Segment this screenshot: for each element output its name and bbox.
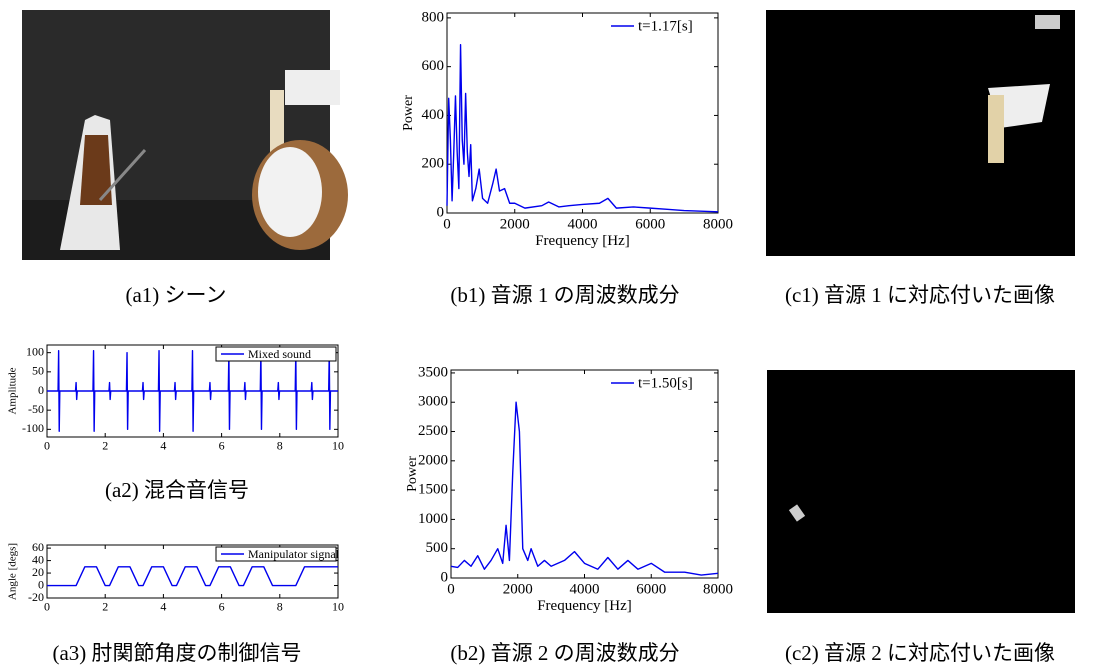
y-tick-label: -50 [28,402,44,416]
caption: (a1) シーン [125,283,226,307]
x-tick-label: 4 [160,599,166,613]
x-tick-label: 2 [102,599,108,613]
y-tick-label: 2500 [418,423,448,439]
plot-frame [451,370,718,578]
y-tick-label: 1000 [418,511,448,527]
y-tick-label: 1500 [418,482,448,498]
y-tick-label: 0 [441,569,449,585]
source1-image [766,10,1075,256]
y-axis-label: Power [405,456,420,492]
x-tick-label: 6 [219,599,225,613]
x-tick-label: 4000 [570,581,600,597]
y-tick-label: 0 [437,204,445,220]
y-tick-label: 100 [26,344,44,358]
legend-label: Manipulator signal [248,547,340,561]
y-tick-label: 400 [422,107,445,123]
y-tick-label: 600 [422,58,445,74]
x-tick-label: 8 [277,599,283,613]
y-tick-label: 3000 [418,394,448,410]
y-axis-label: Angle [degs] [7,543,19,600]
y-tick-label: 60 [32,540,44,554]
y-tick-label: 200 [422,156,445,172]
y-tick-label: 3500 [418,364,448,380]
caption: (a3) 肘関節角度の制御信号 [52,641,301,665]
x-tick-label: 0 [44,599,50,613]
x-tick-label: 10 [332,599,344,613]
chart: 0 2 4 6 8 10 -100 -50 0 50 100 Amplitude Mixed sound… [7,344,344,501]
x-tick-label: 4 [160,438,166,452]
data-line [447,45,718,212]
y-tick-label: 2000 [418,452,448,468]
caption: (a2) 混合音信号 [105,478,249,502]
y-tick-label: -100 [22,421,44,435]
data-line [47,351,338,432]
x-tick-label: 6 [219,438,225,452]
x-axis-label: Frequency [Hz] [535,233,630,249]
y-tick-label: 50 [32,364,44,378]
scene-photo [22,10,348,260]
legend-label: t=1.50[s] [638,375,693,391]
x-tick-label: 8000 [703,216,733,232]
plot-frame [447,13,718,213]
data-line [451,402,718,575]
source2-image [767,370,1075,613]
caption: (b1) 音源 1 の周波数成分 [450,283,679,307]
data-line [47,567,338,586]
y-tick-label: 40 [32,552,44,566]
figure: (a1) シーン (c1) 音源 1 に対応付いた画像 (c2) 音源 2 に対応付… [0,0,1098,670]
y-tick-label: 800 [422,9,445,25]
y-axis-label: Power [401,95,416,131]
x-tick-label: 10 [332,438,344,452]
x-tick-label: 8 [277,438,283,452]
y-tick-label: 0 [38,383,44,397]
x-tick-label: 0 [447,581,455,597]
x-tick-label: 6000 [636,581,666,597]
x-tick-label: 2 [102,438,108,452]
y-tick-label: 20 [32,565,44,579]
caption: (c1) 音源 1 に対応付いた画像 [785,283,1055,307]
x-tick-label: 8000 [703,581,733,597]
y-tick-label: 0 [38,577,44,591]
x-tick-label: 4000 [568,216,598,232]
caption: (b2) 音源 2 の周波数成分 [450,641,679,665]
x-tick-label: 0 [44,438,50,452]
y-tick-label: 500 [426,540,449,556]
chart: 0 2000 4000 6000 8000 0 200 400 600 800 Frequency … [401,9,733,306]
x-tick-label: 0 [443,216,451,232]
x-tick-label: 2000 [503,581,533,597]
x-axis-label: Frequency [Hz] [537,598,632,614]
x-tick-label: 6000 [635,216,665,232]
chart: 0 2000 4000 6000 8000 0 500 1000 1500 2000 2500 300… [405,364,733,664]
legend-label: Mixed sound [248,347,311,361]
legend-label: t=1.17[s] [638,18,693,34]
y-axis-label: Amplitude [7,367,19,414]
caption: (c2) 音源 2 に対応付いた画像 [785,641,1055,665]
y-tick-label: -20 [28,590,44,604]
x-tick-label: 2000 [500,216,530,232]
